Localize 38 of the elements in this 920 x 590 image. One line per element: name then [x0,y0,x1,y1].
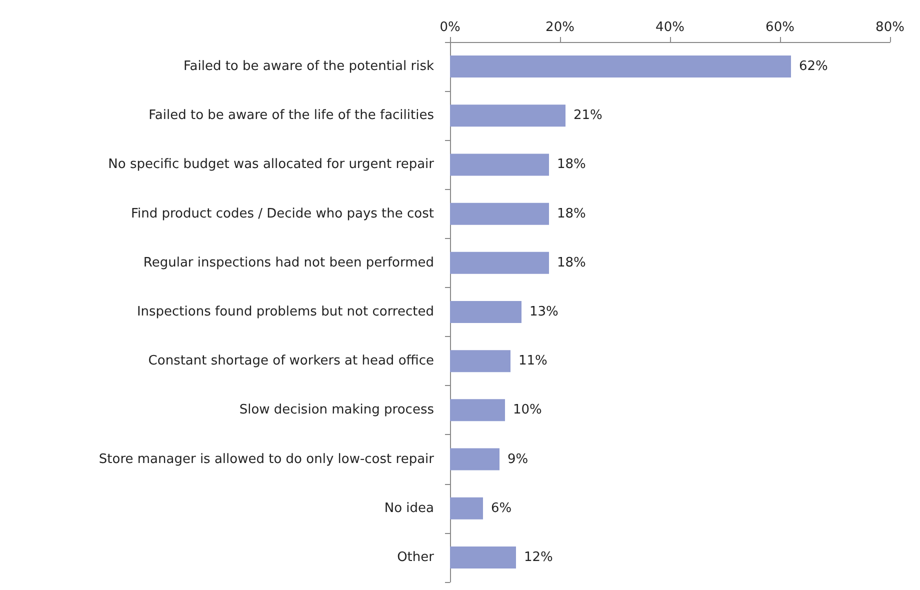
y-tick-label: Failed to be aware of the life of the facilities [148,108,434,124]
data-label: 12% [524,550,553,565]
bar [450,202,549,225]
bar [450,399,505,422]
data-label: 18% [557,157,586,172]
data-label: 11% [518,354,548,369]
bar [450,56,791,78]
data-label: 21% [574,108,602,124]
bar [450,154,549,176]
data-label: 18% [557,255,586,270]
x-tick-label: 20% [546,20,574,35]
y-tick-label: Regular inspections had not been performed [143,255,434,270]
data-label: 10% [513,402,542,418]
y-tick-label: Constant shortage of workers at head office [148,354,434,369]
x-tick-label: 40% [656,20,684,35]
data-label: 18% [557,206,586,222]
bar [450,497,483,520]
bar [450,350,510,372]
y-tick-label: Store manager is allowed to do only low-cost repair [98,452,435,467]
y-tick-label: Find product codes / Decide who pays the cost [130,206,434,222]
bar [450,252,549,274]
y-tick-label: Inspections found problems but not corrected [136,304,434,320]
y-tick-label: No idea [384,500,434,516]
y-tick-label: No specific budget was allocated for urgent repair [108,157,435,172]
data-label: 9% [508,452,528,467]
x-tick-label: 0% [440,20,460,35]
data-label: 62% [799,59,828,74]
data-label: 6% [491,500,512,516]
y-tick-label: Other [397,550,435,565]
x-tick-label: 60% [766,20,794,35]
bar [450,546,516,568]
bar [450,448,500,470]
bar [450,104,566,127]
y-tick-label: Failed to be aware of the potential risk [183,59,434,74]
y-tick-label: Slow decision making process [239,402,434,418]
data-label: 13% [530,304,558,320]
bar [450,301,522,323]
x-tick-label: 80% [876,20,904,35]
